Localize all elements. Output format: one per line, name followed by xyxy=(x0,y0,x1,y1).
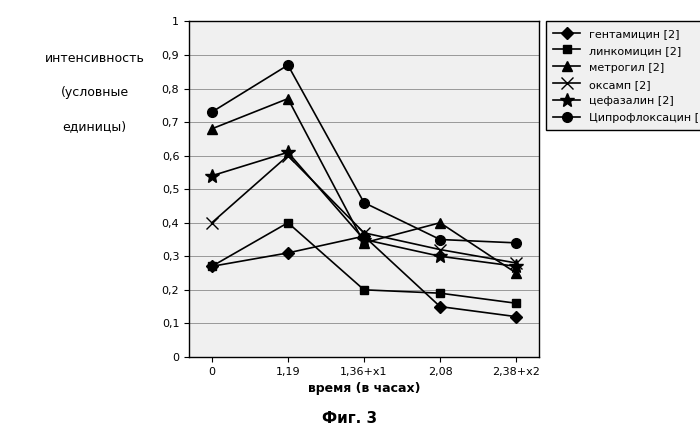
Text: Фиг. 3: Фиг. 3 xyxy=(323,411,377,426)
Text: единицы): единицы) xyxy=(62,120,127,133)
Text: (условные: (условные xyxy=(60,86,129,99)
X-axis label: время (в часах): время (в часах) xyxy=(308,382,420,395)
Text: интенсивность: интенсивность xyxy=(45,52,144,64)
Legend: гентамицин [2], линкомицин [2], метрогил [2], оксамп [2], цефазалин [2], Ципрофл: гентамицин [2], линкомицин [2], метрогил… xyxy=(546,22,700,130)
